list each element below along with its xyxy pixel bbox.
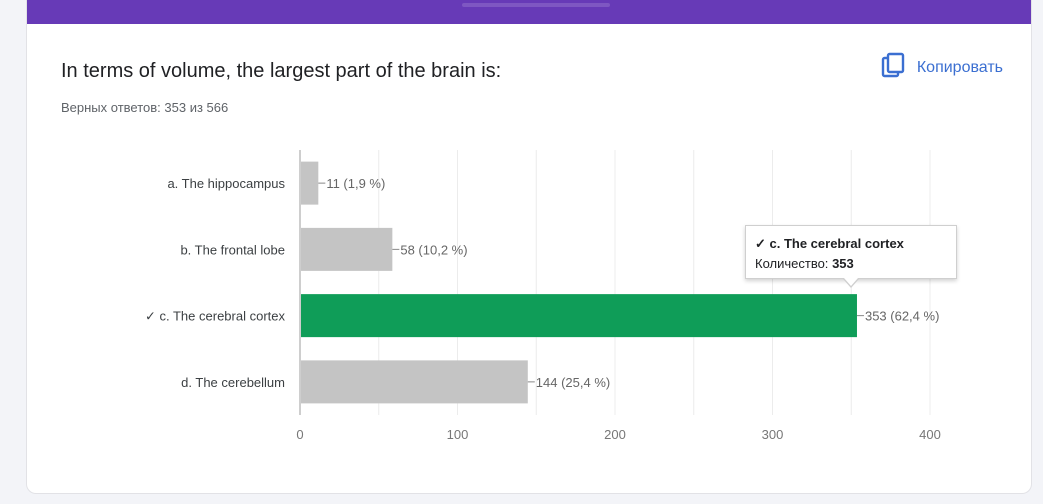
score-summary: Верных ответов: 353 из 566	[61, 100, 229, 115]
copy-icon	[881, 52, 905, 83]
copy-button-label: Копировать	[916, 58, 1003, 76]
bar-4	[301, 360, 528, 404]
category-label: d. The cerebellum	[181, 375, 285, 390]
tooltip-tail-inner	[844, 278, 858, 286]
category-label: ✓ c. The cerebral cortex	[145, 309, 285, 324]
category-label: a. The hippocampus	[167, 176, 285, 191]
category-label: b. The frontal lobe	[180, 242, 285, 257]
x-tick-label: 400	[919, 427, 941, 442]
value-label: 58 (10,2 %)	[400, 242, 467, 257]
x-tick-label: 0	[296, 427, 303, 442]
tooltip-count-label: Количество:	[755, 256, 829, 271]
x-tick-label: 200	[604, 427, 626, 442]
chart-tooltip: ✓ c. The cerebral cortex Количество: 353	[745, 225, 957, 279]
bar-2	[301, 227, 393, 271]
tooltip-title: ✓ c. The cerebral cortex	[755, 236, 904, 251]
card-top-accent	[27, 0, 1031, 24]
tooltip-count: Количество: 353	[755, 254, 947, 274]
x-tick-label: 100	[447, 427, 469, 442]
bar-1	[301, 161, 319, 205]
value-label: 353 (62,4 %)	[865, 309, 939, 324]
value-label: 11 (1,9 %)	[326, 176, 385, 191]
drag-handle[interactable]	[462, 3, 610, 7]
copy-button[interactable]: Копировать	[881, 52, 1003, 83]
question-title: In terms of volume, the largest part of …	[61, 60, 502, 82]
bar-3	[301, 294, 857, 338]
x-tick-label: 300	[762, 427, 784, 442]
value-label: 144 (25,4 %)	[536, 375, 610, 390]
tooltip-count-value: 353	[832, 256, 854, 271]
